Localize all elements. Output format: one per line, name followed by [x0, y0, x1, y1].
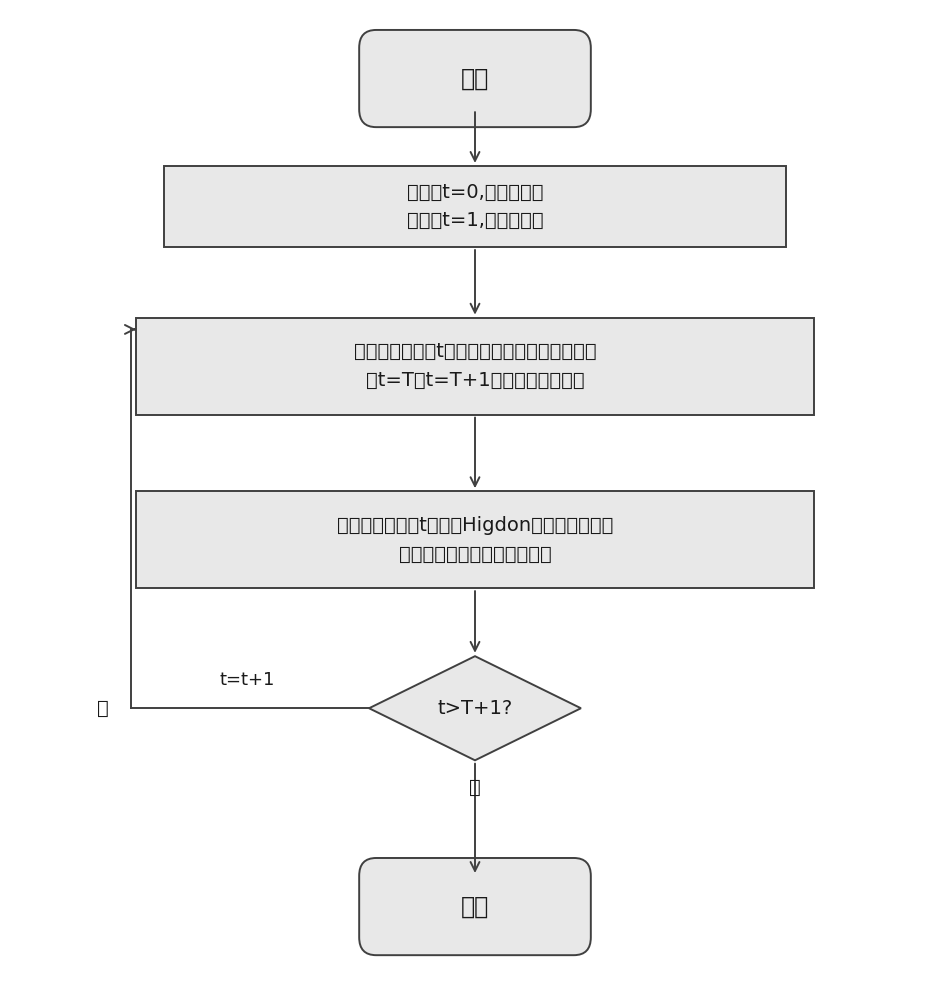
- Text: 计算正时波场在t时刻的Higdon边界区域的波场
値，并保存其每个时刻波场値: 计算正时波场在t时刻的Higdon边界区域的波场 値，并保存其每个时刻波场値: [337, 516, 613, 564]
- Text: 结束: 结束: [461, 895, 489, 919]
- Bar: [136, 318, 814, 415]
- Text: 计算正时波场在t时刻的中心波场値，并保存其
在t=T和t=T+1两个时刻的波场値: 计算正时波场在t时刻的中心波场値，并保存其 在t=T和t=T+1两个时刻的波场値: [353, 342, 597, 390]
- Text: t=t+1: t=t+1: [219, 671, 275, 689]
- Polygon shape: [369, 656, 581, 760]
- Bar: [164, 166, 786, 247]
- FancyBboxPatch shape: [359, 30, 591, 127]
- Text: t>T+1?: t>T+1?: [437, 699, 513, 718]
- Bar: [136, 491, 814, 588]
- Text: 当时间t=0,波场値为零
当时间t=1,波场値为零: 当时间t=0,波场値为零 当时间t=1,波场値为零: [407, 183, 543, 230]
- Text: 开始: 开始: [461, 67, 489, 91]
- Text: 否: 否: [97, 699, 109, 718]
- Text: 是: 是: [469, 778, 481, 797]
- FancyBboxPatch shape: [359, 858, 591, 955]
